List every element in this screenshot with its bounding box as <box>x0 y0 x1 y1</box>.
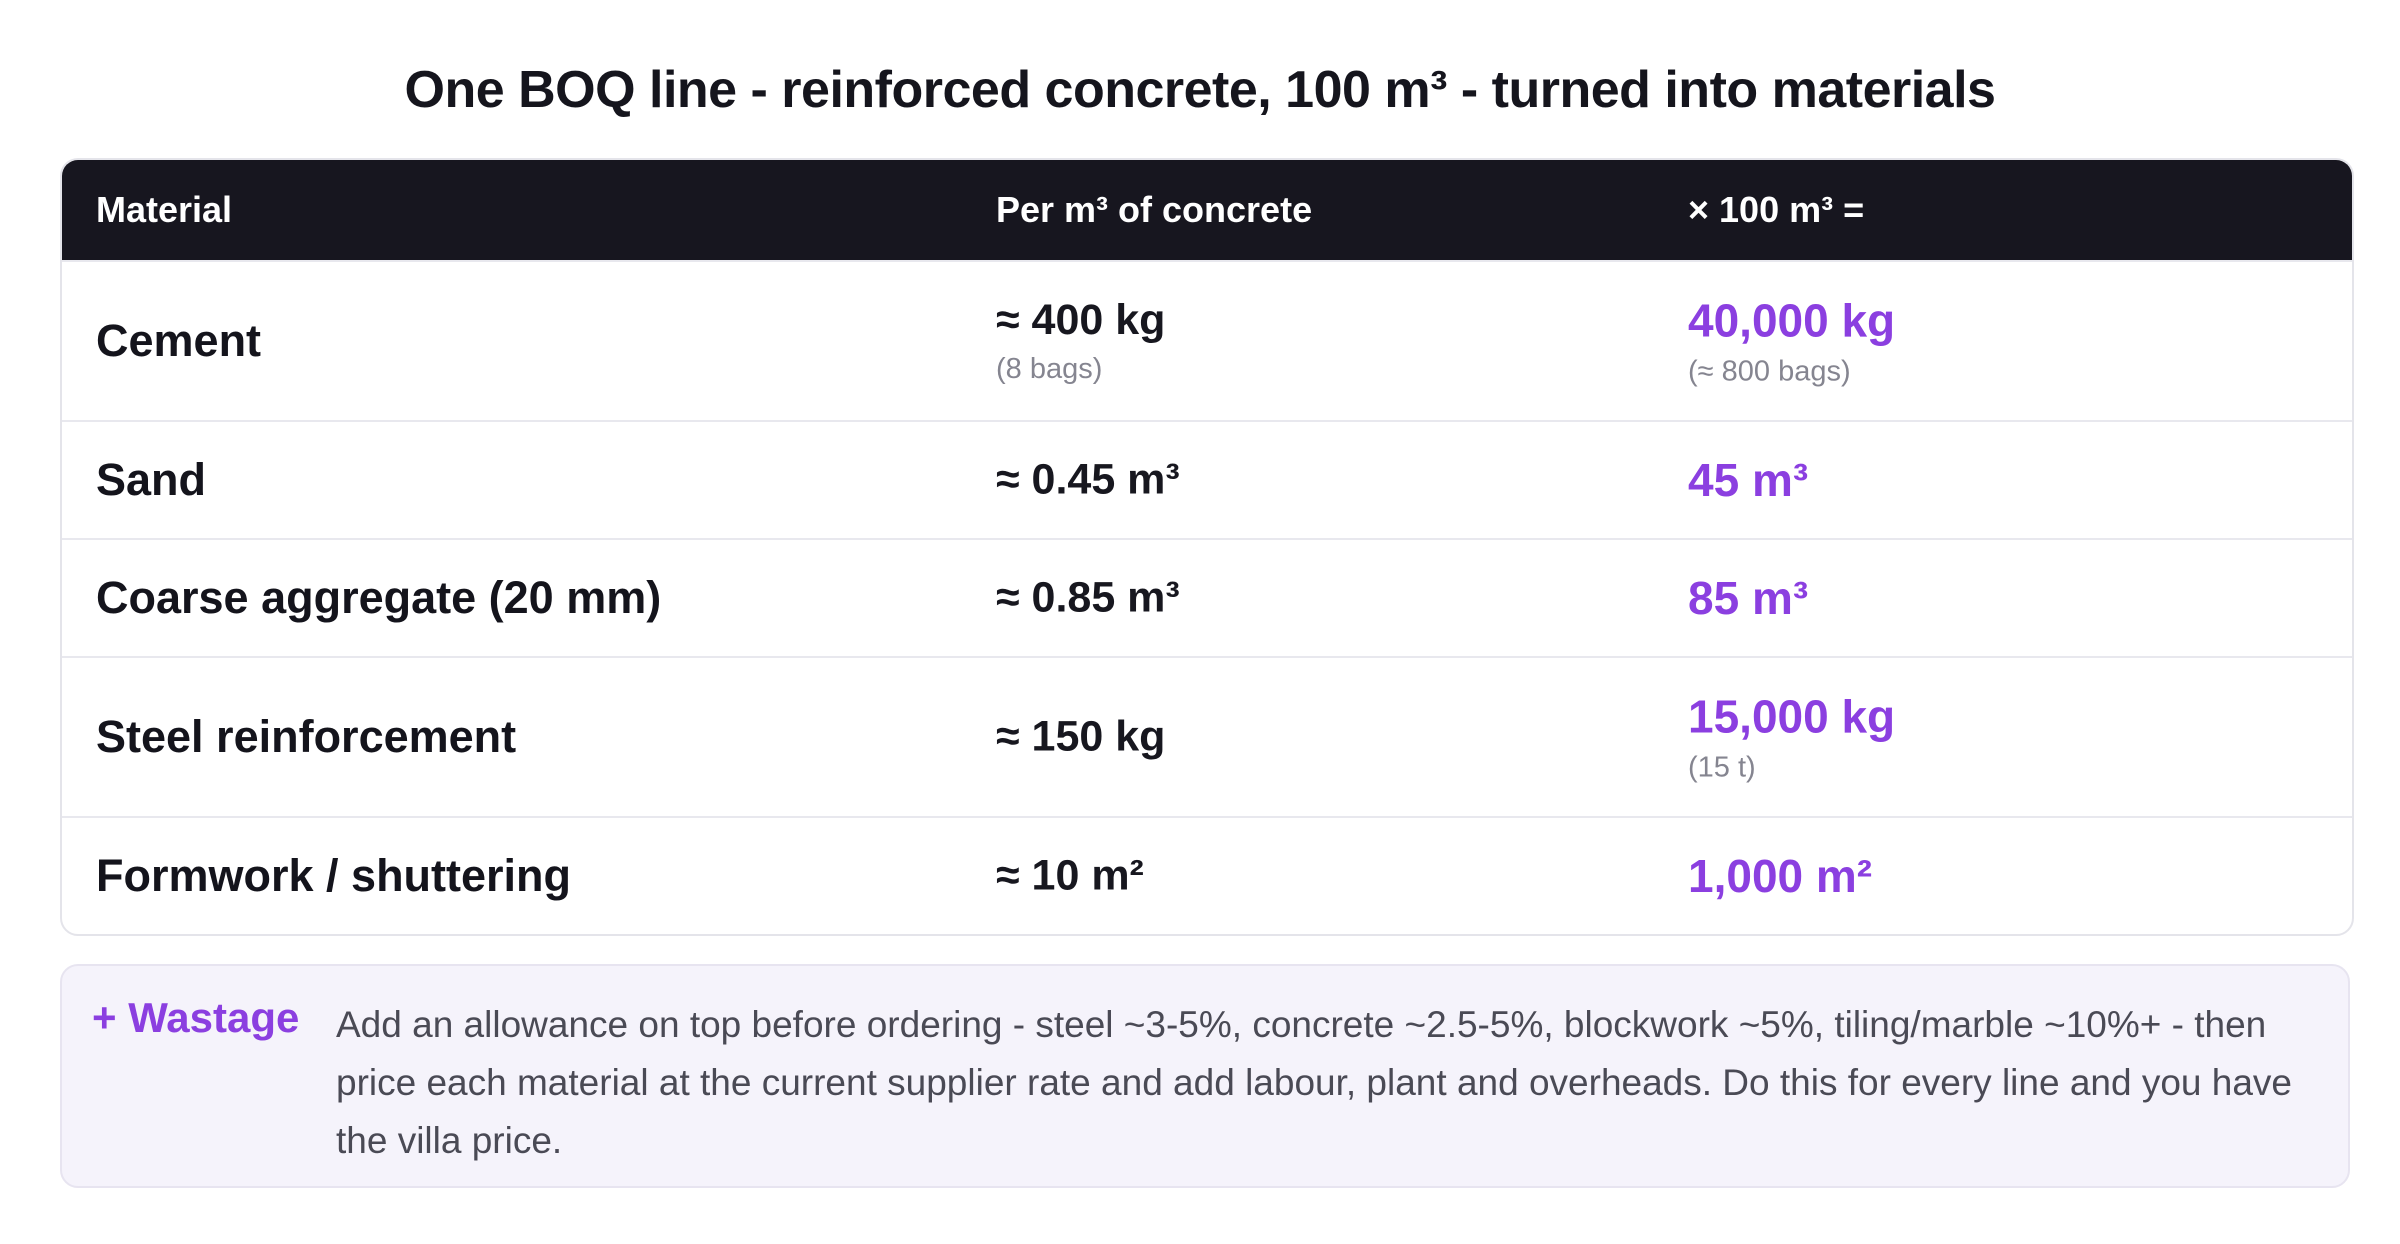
wastage-note: + Wastage Add an allowance on top before… <box>60 964 2350 1188</box>
per-m3-value: ≈ 10 m² <box>996 851 1144 900</box>
page-title: One BOQ line - reinforced concrete, 100 … <box>404 61 1996 119</box>
total-cell: 15,000 kg (15 t) <box>1688 690 1895 785</box>
per-m3-cell: ≈ 400 kg (8 bags) <box>996 296 1165 386</box>
material-name: Formwork / shuttering <box>96 850 572 901</box>
total-subnote: (≈ 800 bags) <box>1688 355 1851 388</box>
header-per-m3: Per m³ of concrete <box>996 189 1313 230</box>
total-value: 1,000 m² <box>1688 850 1873 902</box>
per-m3-value: ≈ 0.45 m³ <box>996 455 1180 504</box>
table-row-steel: Steel reinforcement ≈ 150 kg 15,000 kg (… <box>62 656 2352 816</box>
material-name: Cement <box>96 315 262 366</box>
wastage-text: Add an allowance on top before ordering … <box>336 1004 2293 1161</box>
table-row-coarse-aggregate: Coarse aggregate (20 mm) ≈ 0.85 m³ 85 m³ <box>62 538 2352 656</box>
material-name: Coarse aggregate (20 mm) <box>96 572 662 623</box>
total-subnote: (15 t) <box>1688 751 1756 784</box>
total-cell: 40,000 kg (≈ 800 bags) <box>1688 294 1895 389</box>
table-header: Material Per m³ of concrete × 100 m³ = <box>62 160 2352 260</box>
wastage-label: + Wastage <box>92 994 300 1041</box>
per-m3-value: ≈ 400 kg <box>996 296 1166 344</box>
total-value: 40,000 kg <box>1688 294 1896 347</box>
total-value: 15,000 kg <box>1688 690 1896 743</box>
materials-table: Material Per m³ of concrete × 100 m³ = C… <box>60 158 2354 936</box>
table-row-formwork: Formwork / shuttering ≈ 10 m² 1,000 m² <box>62 816 2352 934</box>
table-row-sand: Sand ≈ 0.45 m³ 45 m³ <box>62 420 2352 538</box>
material-name: Sand <box>96 454 207 505</box>
header-material: Material <box>96 189 233 230</box>
material-name: Steel reinforcement <box>96 711 517 762</box>
per-m3-value: ≈ 150 kg <box>996 712 1166 761</box>
total-value: 85 m³ <box>1688 572 1809 624</box>
per-m3-value: ≈ 0.85 m³ <box>996 573 1180 622</box>
header-total: × 100 m³ = <box>1688 189 1865 230</box>
per-m3-subnote: (8 bags) <box>996 353 1103 385</box>
total-value: 45 m³ <box>1688 454 1809 506</box>
table-row-cement: Cement ≈ 400 kg (8 bags) 40,000 kg (≈ 80… <box>62 260 2352 420</box>
